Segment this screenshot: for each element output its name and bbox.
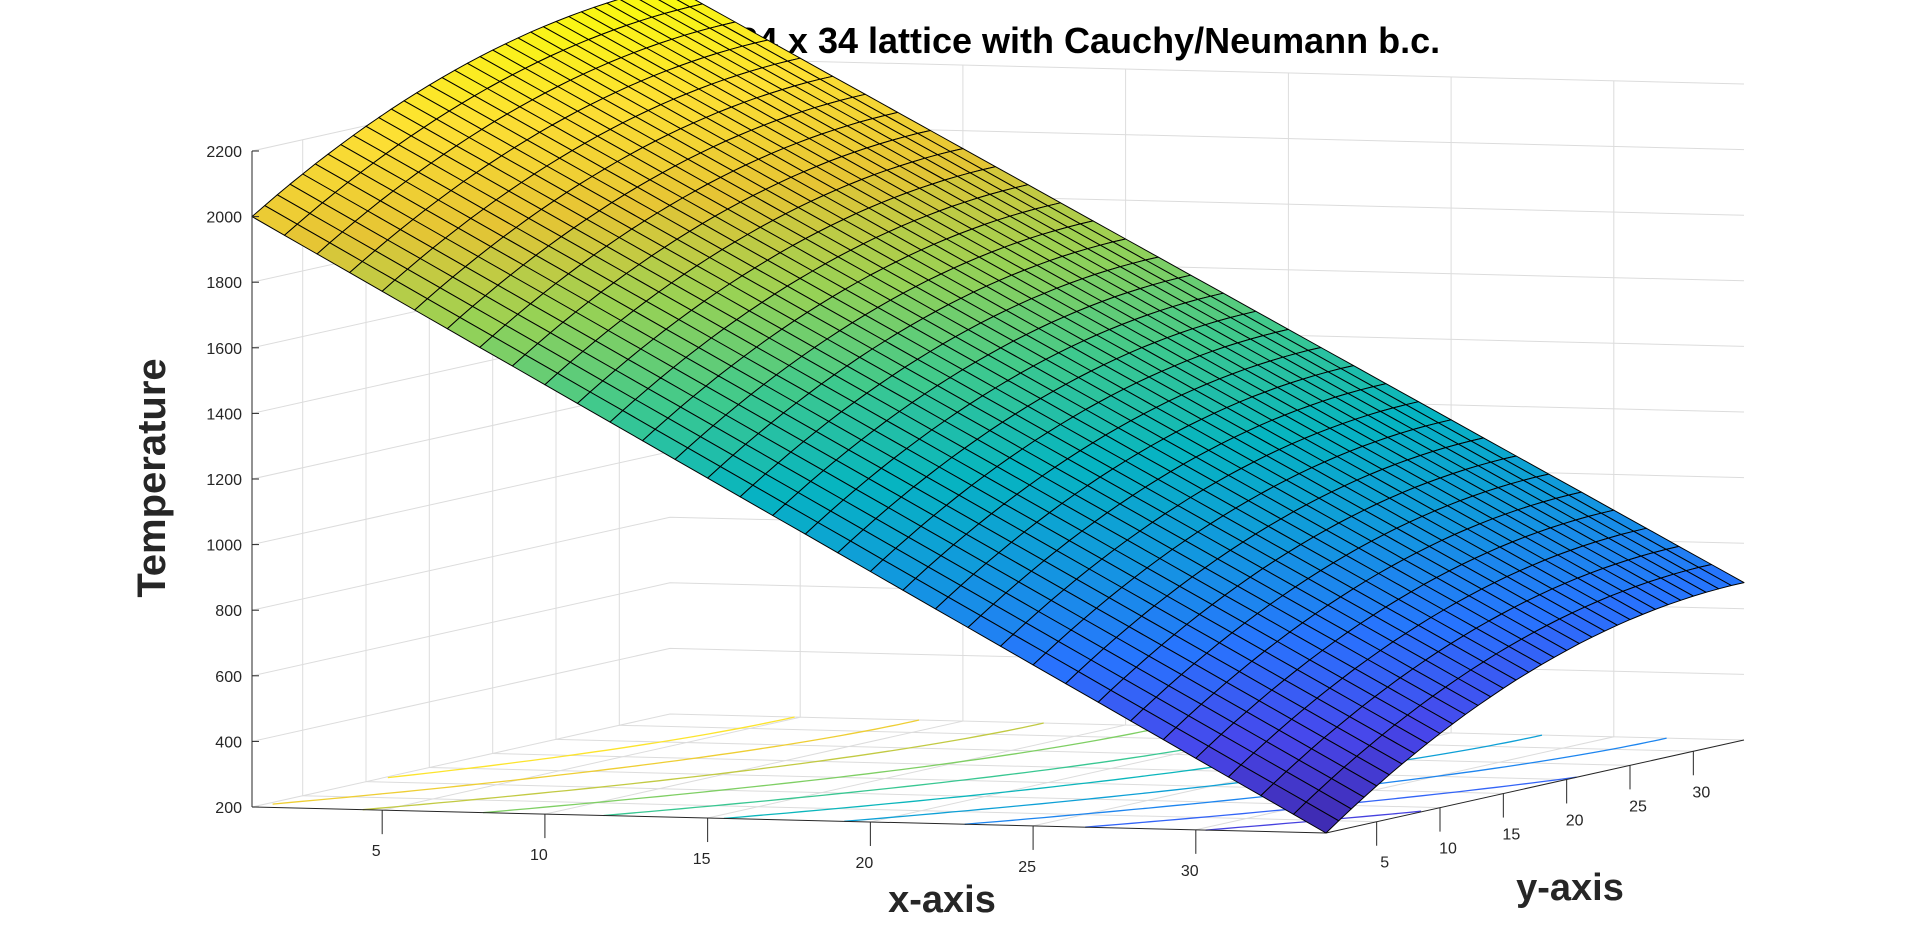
y-gridline (302, 139, 1377, 823)
contour-line (272, 719, 920, 805)
z-tick-label: 400 (215, 734, 242, 751)
surface-layer (251, 0, 1745, 834)
z-axis-label: Temperature (130, 358, 174, 597)
tick-label-layer: 200 400 600 800 1000 1200 1400 1600 1800 2000 2200… (206, 144, 1710, 880)
y-tick-label: 5 (1380, 855, 1389, 872)
x-gridline (1032, 76, 1452, 827)
z-tick-label: 2000 (206, 210, 242, 227)
y-tick-label: 10 (1439, 841, 1457, 858)
x-tick-label: 15 (693, 851, 711, 868)
y-axis-line (1325, 739, 1745, 834)
z-tick-label: 1600 (206, 341, 242, 358)
y-tick-label: 20 (1566, 812, 1584, 829)
contour-line (483, 725, 1169, 814)
z-tick-label: 1000 (206, 538, 242, 555)
y-gridline (365, 125, 1441, 809)
z-tick-label: 600 (215, 669, 242, 686)
y-tick-label: 15 (1502, 827, 1520, 844)
z-tick-label: 1400 (206, 406, 242, 423)
x-axis-label: x-axis (888, 879, 996, 921)
z-tick-label: 1800 (206, 275, 242, 292)
x-tick-label: 20 (855, 855, 873, 872)
surface-facet (1293, 801, 1340, 834)
z-tick-label: 1200 (206, 472, 242, 489)
y-axis-label: y-axis (1516, 867, 1624, 909)
x-tick-label: 25 (1018, 859, 1036, 876)
z-tick-label: 200 (215, 800, 242, 817)
z-tick-label: 2200 (206, 144, 242, 161)
contour-line (362, 722, 1044, 811)
x-tick-label: 10 (530, 847, 548, 864)
x-axis-line (251, 806, 1327, 834)
y-gridline (428, 111, 1504, 794)
x-tick-label: 5 (372, 843, 381, 860)
contour-line (387, 716, 795, 779)
z-tick-label: 800 (215, 603, 242, 620)
y-tick-label: 25 (1629, 798, 1647, 815)
contour-line (964, 737, 1667, 825)
y-tick-label: 30 (1692, 784, 1710, 801)
x-tick-label: 30 (1181, 863, 1199, 880)
